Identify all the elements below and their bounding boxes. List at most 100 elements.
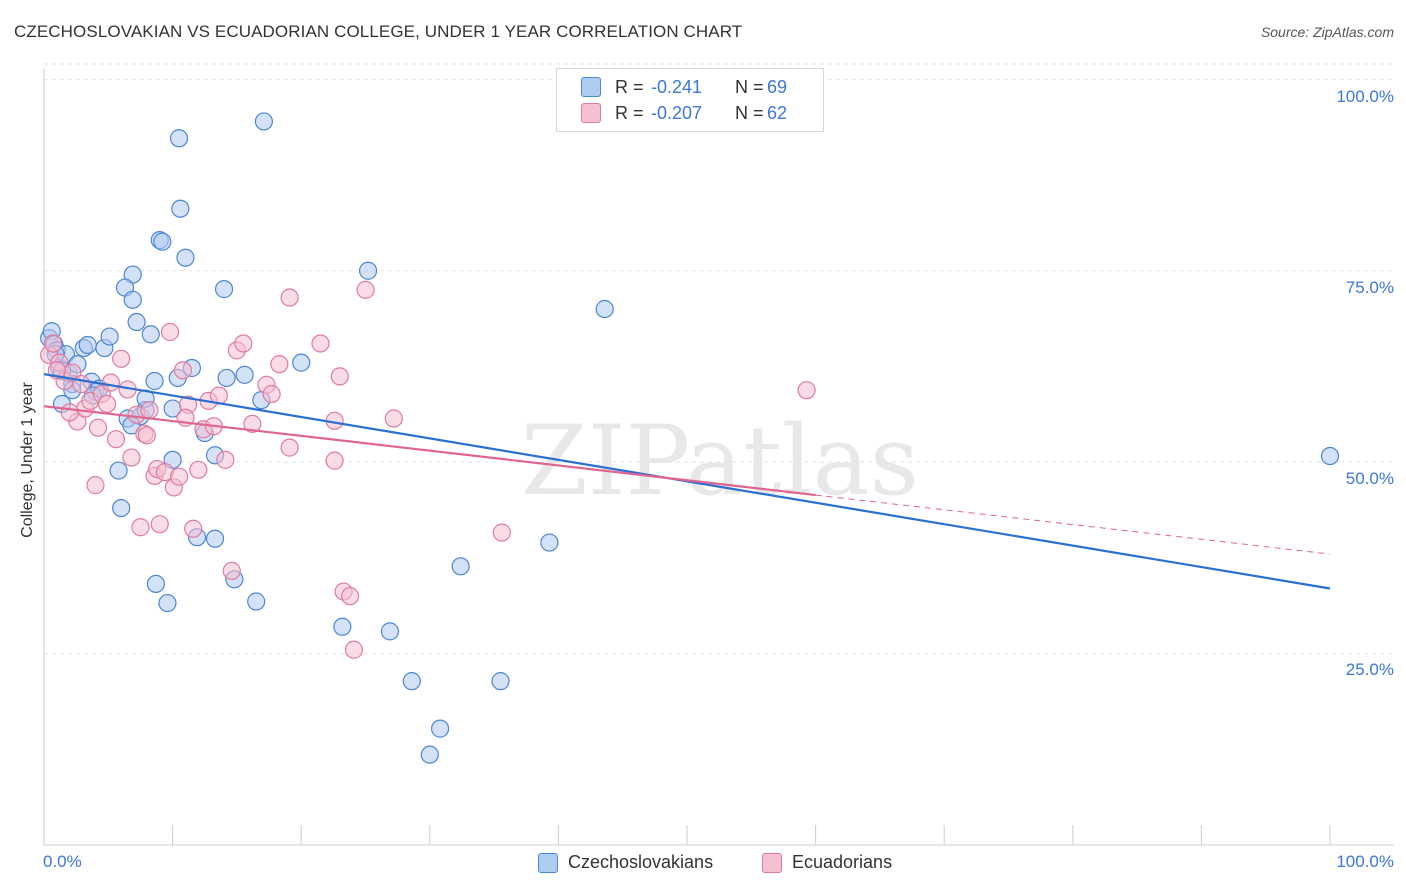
x-tick-label-100: 100.0% — [1336, 852, 1394, 871]
y-tick-label-75: 75.0% — [1345, 278, 1394, 297]
czechoslovakian-point — [158, 593, 177, 613]
czechoslovakian-point — [292, 353, 311, 372]
blue-swatch-icon — [538, 852, 558, 873]
czechoslovakian-point — [146, 574, 165, 594]
czechoslovakian-point — [169, 129, 189, 148]
legend-r-value: -0.207 — [651, 102, 703, 123]
czechoslovakian-point — [540, 533, 559, 552]
ecuadorian-point — [797, 381, 816, 400]
legend-item-ecuadorians[interactable]: Ecuadorians — [762, 852, 892, 873]
ecuadorian-point — [60, 403, 79, 422]
czechoslovakian-point — [247, 592, 266, 611]
y-tick-label-25: 25.0% — [1345, 660, 1394, 679]
ecuadorian-point — [131, 518, 150, 537]
czechoslovakian-point — [333, 617, 352, 636]
ecuadorian-point — [384, 409, 403, 428]
czechoslovakian-point — [358, 261, 378, 280]
chart-title: CZECHOSLOVAKIAN VS ECUADORIAN COLLEGE, U… — [14, 22, 743, 41]
ecuadorian-trend-extension — [815, 494, 1331, 555]
czechoslovakian-point — [491, 672, 510, 691]
czechoslovakian-point — [153, 232, 172, 251]
czechoslovakian-point — [380, 622, 400, 641]
blue-swatch-icon — [581, 77, 601, 97]
czechoslovakian-point — [112, 498, 131, 518]
ecuadorian-point — [88, 418, 108, 437]
czechoslovakian-point — [205, 529, 225, 548]
ecuadorian-point — [43, 334, 63, 353]
legend-n-label: N = — [735, 102, 764, 123]
czechoslovakian-point — [1320, 446, 1340, 466]
czechoslovakian-point — [176, 248, 195, 267]
ecuadorian-point — [72, 374, 91, 394]
legend-r-label: R = — [615, 76, 644, 97]
czechoslovakian-point — [451, 557, 470, 576]
czechoslovakian-point — [145, 371, 164, 391]
legend-n-value: 62 — [767, 102, 788, 123]
czechoslovakian-point — [595, 299, 614, 319]
czechoslovakian-point — [127, 312, 146, 332]
ecuadorian-point — [169, 467, 189, 486]
ecuadorian-point — [222, 561, 241, 580]
x-tick-label-0: 0.0% — [43, 852, 82, 871]
ecuadorian-point — [86, 476, 105, 495]
ecuadorian-point — [234, 334, 253, 353]
czechoslovakian-point — [171, 199, 190, 218]
ecuadorian-trend-line — [43, 405, 816, 497]
y-tick-label-50: 50.0% — [1345, 469, 1394, 488]
czechoslovakian-point — [78, 335, 97, 355]
ecuadorian-point — [101, 373, 120, 392]
ecuadorian-point — [311, 334, 330, 353]
stats-legend: R = -0.241 N = 69 R = -0.207 N = 62 — [556, 68, 824, 132]
ecuadorian-point — [270, 355, 289, 374]
ecuadorian-point — [173, 361, 192, 380]
y-tick-label-100: 100.0% — [1336, 87, 1394, 106]
legend-row-ecuadorians: R = -0.207 N = 62 — [581, 101, 787, 125]
legend-item-czechoslovakians[interactable]: Czechoslovakians — [538, 852, 713, 873]
legend-row-czechoslovakians: R = -0.241 N = 69 — [581, 75, 787, 99]
czechoslovakian-point — [214, 280, 234, 299]
ecuadorian-point — [325, 451, 344, 470]
ecuadorian-point — [97, 394, 117, 414]
czechoslovakian-point — [217, 368, 236, 388]
series-legend: Czechoslovakians Ecuadorians — [0, 852, 1406, 878]
ecuadorian-point — [330, 367, 349, 386]
czechoslovakian-point — [141, 325, 160, 344]
ecuadorian-point — [189, 460, 208, 479]
ecuadorian-point — [137, 426, 156, 445]
pink-swatch-icon — [762, 852, 782, 873]
legend-n-value: 69 — [767, 76, 788, 97]
czechoslovakian-point — [254, 112, 274, 131]
ecuadorian-point — [492, 523, 511, 542]
ecuadorian-point — [216, 450, 235, 469]
czechoslovakian-point — [100, 327, 119, 346]
ecuadorian-point — [340, 587, 360, 606]
czechoslovakian-point — [123, 290, 142, 309]
czechoslovakian-point — [420, 745, 439, 764]
czechoslovakian-point — [109, 461, 128, 480]
ecuadorian-point — [106, 430, 126, 449]
ecuadorian-point — [243, 414, 262, 433]
watermark: ZIPatlas — [521, 405, 919, 517]
ecuadorian-point — [184, 519, 203, 538]
ecuadorian-point — [344, 640, 364, 659]
ecuadorian-point — [112, 349, 131, 368]
legend-r-label: R = — [615, 102, 644, 123]
ecuadorian-point — [280, 288, 299, 307]
legend-label: Czechoslovakians — [568, 852, 714, 872]
legend-r-value: -0.241 — [651, 76, 703, 97]
source-credit: Source: ZipAtlas.com — [1260, 24, 1394, 40]
ecuadorian-point — [262, 384, 281, 404]
ecuadorian-point — [280, 438, 299, 457]
ecuadorian-point — [150, 515, 169, 534]
pink-swatch-icon — [581, 103, 601, 123]
czechoslovakian-point — [235, 365, 254, 384]
ecuadorian-point — [356, 280, 375, 299]
ecuadorian-point — [122, 448, 141, 467]
czechoslovakian-point — [430, 719, 450, 738]
y-axis-label: College, Under 1 year — [19, 382, 36, 538]
czechoslovakian-point — [402, 672, 421, 691]
ecuadorian-point — [140, 400, 159, 420]
legend-n-label: N = — [735, 76, 764, 97]
legend-label: Ecuadorians — [792, 852, 893, 872]
